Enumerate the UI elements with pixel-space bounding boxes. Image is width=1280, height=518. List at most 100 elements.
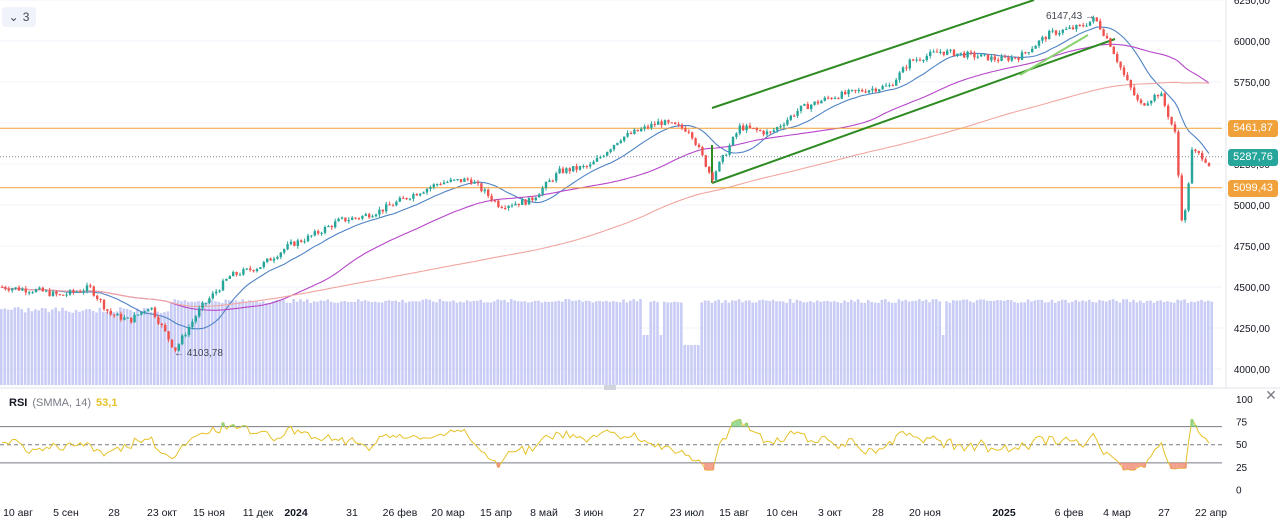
candle-body [980, 54, 983, 57]
candle-body [1177, 131, 1180, 176]
candle-body [731, 136, 735, 146]
volume-bar [343, 300, 346, 385]
volume-bar [34, 309, 37, 385]
candle-body [1020, 52, 1024, 60]
candle-body [476, 182, 480, 184]
volume-bar [1210, 301, 1213, 385]
candle-body [255, 268, 259, 272]
volume-bar [717, 299, 720, 385]
candle-body [816, 101, 820, 104]
volume-bar [78, 311, 81, 385]
candle-body [701, 147, 704, 156]
candle-body [279, 252, 282, 258]
candle-body [157, 317, 160, 324]
volume-bar [207, 300, 210, 385]
volume-bar [61, 307, 64, 385]
candle-body [1156, 94, 1160, 97]
volume-bar [496, 299, 499, 385]
volume-bar [1020, 302, 1023, 385]
candle-body [983, 54, 986, 56]
volume-bar [574, 300, 578, 385]
candle-body [1092, 17, 1095, 22]
candle-body [1153, 94, 1156, 101]
volume-bar [948, 302, 952, 385]
time-axis: 10 авг 5 сен 28 23 окт 15 ноя 11 дек 2024 31 26 … [3, 507, 1227, 518]
rsi-overbought-fill [241, 425, 246, 427]
candle-body [208, 298, 211, 303]
volume-bar [1026, 299, 1030, 385]
volume-bar [391, 300, 394, 385]
volume-bar [945, 301, 948, 385]
volume-bar [115, 311, 119, 385]
moving-averages [1, 26, 1210, 330]
volume-bar [860, 302, 863, 385]
candle-body [385, 204, 388, 212]
rsi-tick-label: 25 [1236, 463, 1248, 474]
rsi-legend[interactable]: RSI (SMMA, 14) 53,1 [9, 397, 117, 409]
candle-body [65, 294, 68, 296]
candle-body [986, 54, 990, 61]
volume-bar [1203, 301, 1207, 385]
volume-bar [265, 302, 268, 385]
volume-bar [261, 301, 265, 385]
candle-body [888, 85, 891, 87]
volume-bar [190, 301, 193, 385]
volume-bar [431, 301, 435, 385]
volume-bar [384, 301, 387, 385]
rsi-oversold-fill [1129, 462, 1133, 471]
price-tick-label: 4000,00 [1234, 365, 1271, 376]
volume-bar [979, 299, 982, 385]
candle-body [565, 168, 568, 173]
candle-body [408, 198, 412, 200]
candle-body [959, 52, 962, 54]
volume-bar [217, 301, 221, 385]
volume-bar [887, 301, 890, 385]
volume-bar [897, 299, 901, 385]
volume-bar [714, 300, 717, 385]
volume-bar [557, 300, 561, 385]
candle-body [133, 314, 136, 323]
volume-bar [642, 335, 646, 385]
volume-bar [71, 312, 74, 385]
rsi-line [1, 417, 1210, 471]
candle-body [840, 91, 843, 99]
candle-body [793, 115, 796, 117]
candle-body [14, 287, 17, 289]
volume-bar [1050, 299, 1054, 385]
volume-bar [187, 301, 190, 385]
candle-body [867, 90, 871, 93]
volume-bar [1054, 302, 1057, 385]
volume-bar [567, 299, 571, 385]
candle-body [1173, 124, 1177, 132]
candle-body [228, 276, 231, 279]
volume-bar [1040, 299, 1043, 385]
volume-bar [1145, 300, 1149, 385]
candle-body [1031, 48, 1034, 53]
candle-body [1122, 67, 1126, 75]
volume-bar [85, 309, 88, 385]
time-tick-label: 4 мар [1103, 507, 1131, 518]
candle-body [687, 131, 690, 133]
candle-body [109, 310, 112, 315]
moving-average-line [1, 26, 1210, 330]
volume-bar [873, 302, 877, 385]
candle-body [946, 50, 949, 55]
collapse-indicators-button[interactable]: ⌄ 3 [2, 7, 36, 27]
volume-bar [1108, 300, 1111, 385]
candle-body [456, 179, 459, 181]
time-tick-label: 20 мар [431, 507, 465, 518]
volume-bar [737, 299, 741, 385]
candle-body [1017, 58, 1020, 60]
close-icon[interactable]: ✕ [1265, 387, 1277, 403]
volume-bar [149, 311, 153, 385]
current-price-badge: 5287,76 [1228, 149, 1278, 166]
volume-bar [13, 307, 17, 385]
candle-body [436, 184, 439, 186]
volume-bar [40, 308, 44, 385]
candle-body [1088, 21, 1092, 26]
volume-bar [673, 301, 676, 385]
volume-bar [907, 301, 911, 385]
volume-bar [394, 300, 397, 385]
candle-body [500, 206, 503, 209]
